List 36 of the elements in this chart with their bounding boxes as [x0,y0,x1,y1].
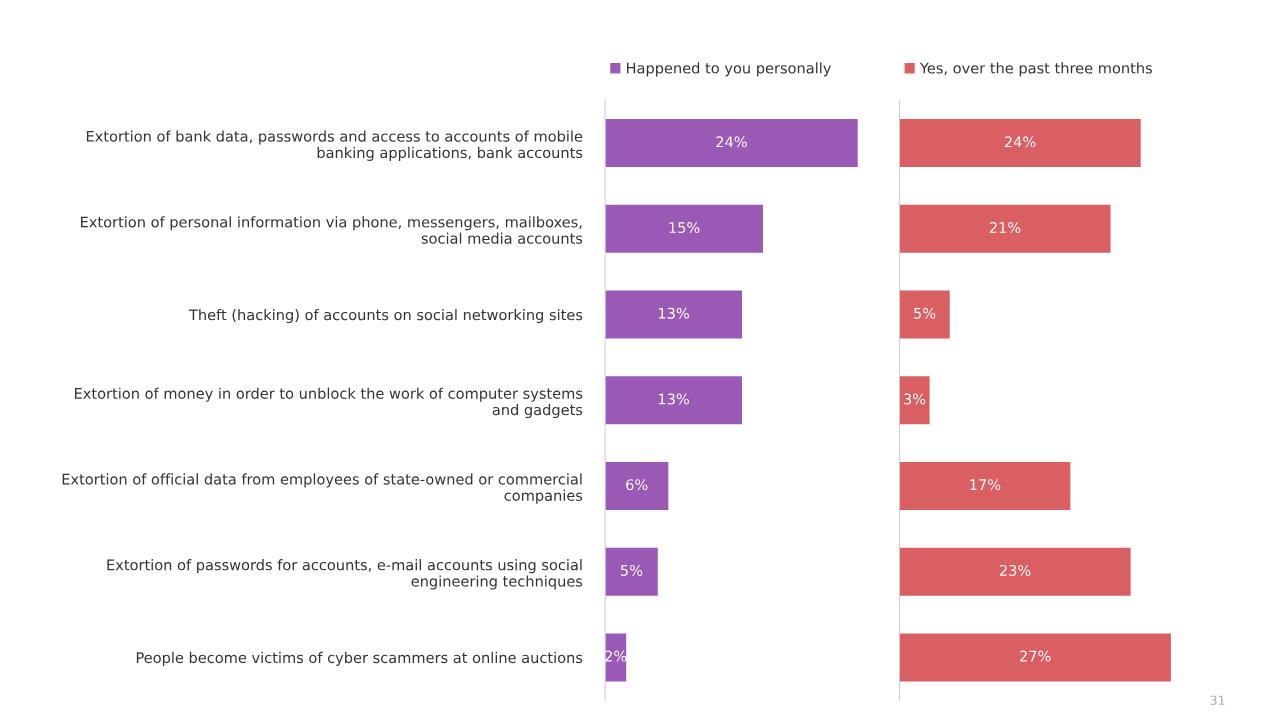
data-label: 6% [626,479,648,491]
y-tick-label: Extortion of bank data, passwords and access to accounts of mobile banking applications, bank accounts [86,130,583,161]
bar [899,461,1071,510]
y-tick-label: People become victims of cyber scammers at online auctions [136,651,583,666]
y-tick-label: Extortion of money in order to unblock the work of computer systems and gadgets [74,387,583,419]
data-label: 13% [658,307,689,319]
data-label: 15% [669,222,700,234]
data-label: 21% [989,222,1021,234]
bar [899,119,1141,168]
data-label: 23% [999,564,1031,576]
data-label: 5% [914,307,936,319]
legend-label: Yes, over the past three months [919,62,1152,77]
legend-label: Happened to you personally [627,62,831,77]
bar [605,290,742,339]
y-tick-label: Theft (hacking) of accounts on social networking sites [188,308,583,324]
bar [605,547,658,596]
bar [899,633,1171,682]
text: 31 [1210,695,1225,705]
data-label: 5% [621,564,643,576]
bar [605,461,669,510]
data-label: 17% [970,479,1001,491]
y-tick-label: Extortion of personal information via phone, messengers, mailboxes, social media accounts [81,216,583,244]
data-label: 24% [716,136,747,148]
bar [899,290,950,339]
data-label: 13% [658,393,689,405]
bar [605,204,764,253]
data-label: 24% [1004,136,1036,148]
bar [899,204,1111,253]
data-label: 27% [1020,650,1051,662]
data-label: 3% [904,393,926,405]
bar [605,376,742,425]
bar [605,119,858,168]
bar [899,376,930,425]
y-tick-label: Extortion of passwords for accounts, e-mail accounts using social engineering techniques [107,559,583,590]
bar [899,547,1131,596]
y-tick-label: Extortion of official data from employees of state-owned or commercial companies [62,473,583,504]
